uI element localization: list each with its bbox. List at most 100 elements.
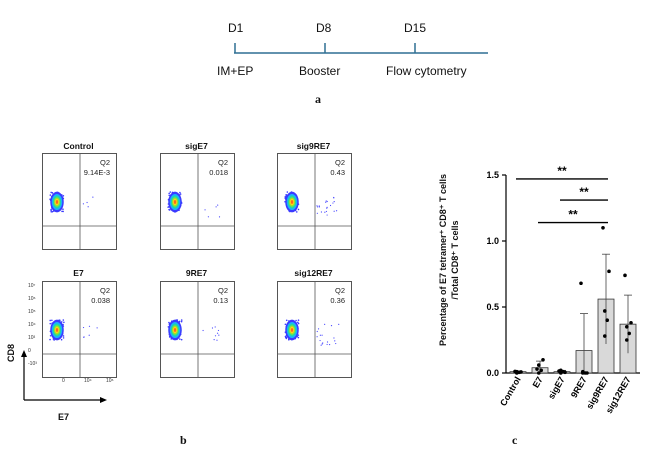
x-tick-label: 0 <box>62 378 65 384</box>
event-dot <box>62 194 65 197</box>
event-dot <box>92 196 94 198</box>
event-dot <box>49 319 51 322</box>
data-point <box>535 367 539 371</box>
event-dot <box>82 326 85 329</box>
flow-plot <box>277 153 352 250</box>
y-tick-label: 10⁷ <box>28 283 36 289</box>
x-tick-label: Control <box>498 375 523 408</box>
y-tick-label: 0.0 <box>486 368 499 378</box>
event-dot <box>285 319 288 322</box>
y-axis-title-line1: Percentage of E7 tetramer⁺ CD8⁺ T cells <box>438 173 448 347</box>
y-tick-label: 0 <box>28 348 31 354</box>
event-dot <box>333 210 335 212</box>
event-dot <box>326 200 328 203</box>
flow-plot-title: E7 <box>73 268 84 278</box>
panel-label-b: b <box>180 433 187 447</box>
event-dot <box>284 323 287 326</box>
event-dot <box>82 203 85 205</box>
event-dot <box>326 341 329 343</box>
data-point <box>579 281 583 286</box>
event-dot <box>207 216 210 218</box>
data-point <box>623 273 627 278</box>
quadrant-value: 0.018 <box>209 168 228 177</box>
event-dot <box>297 319 300 321</box>
day-d8: D8 <box>316 21 332 35</box>
event-dot <box>326 343 328 346</box>
event-dot <box>316 212 318 214</box>
event-dot <box>218 216 221 218</box>
significance-label: ** <box>579 185 589 199</box>
data-point <box>563 370 567 375</box>
event-dot <box>168 192 170 195</box>
event-dot <box>62 319 65 321</box>
density-contour <box>55 328 59 332</box>
event-dot <box>335 210 338 212</box>
data-point <box>519 370 523 374</box>
event-dot <box>169 191 172 193</box>
flow-plot-title: sig12RE7 <box>294 268 333 278</box>
y-axis-title: Percentage of E7 tetramer⁺ CD8⁺ T cells … <box>437 135 461 385</box>
data-point <box>541 358 545 362</box>
quadrant-name: Q2 <box>334 286 345 295</box>
event-dot <box>180 319 183 321</box>
quadrant-value: 9.14E-3 <box>83 168 110 177</box>
flow-plot-title: 9RE7 <box>185 268 208 278</box>
event-dot <box>333 201 335 203</box>
data-point <box>625 338 629 342</box>
flow-plot <box>277 281 352 378</box>
event-dot <box>333 197 335 199</box>
data-point <box>585 371 589 375</box>
flow-plot <box>42 281 117 378</box>
x-tick-label: E7 <box>531 375 545 390</box>
event-dot <box>321 334 323 336</box>
x-tick-label: 10⁶ <box>106 378 114 384</box>
event-dot <box>49 338 51 341</box>
event-dot <box>49 194 52 196</box>
event-dot <box>335 342 337 345</box>
data-point <box>513 369 517 374</box>
event-dot <box>332 202 334 204</box>
event-dot <box>50 191 52 194</box>
data-point <box>605 318 609 322</box>
data-point <box>557 369 561 373</box>
x-tick-label: 9RE7 <box>569 375 589 399</box>
data-point <box>607 269 611 274</box>
cd8-axis-label: CD8 <box>6 343 16 362</box>
data-point <box>537 363 541 367</box>
event-dot <box>330 325 333 327</box>
data-point <box>539 368 543 373</box>
axis-arrows <box>21 350 107 403</box>
event-dot <box>49 322 52 325</box>
event-dot <box>51 319 53 322</box>
event-dot <box>88 334 90 336</box>
event-dot <box>326 207 328 209</box>
timeline <box>234 43 488 54</box>
event-dot <box>213 338 215 341</box>
event-dot <box>322 342 324 344</box>
event-dot <box>297 321 299 324</box>
event-dot <box>338 323 340 325</box>
event-dot <box>320 344 322 346</box>
y-tick-label: -10³ <box>28 361 37 367</box>
event-dot <box>295 319 297 322</box>
event-dot <box>215 206 217 208</box>
event-dot <box>62 335 65 337</box>
y-tick-label: 10⁶ <box>28 296 36 302</box>
event-dot <box>51 191 54 194</box>
event-dot <box>63 321 65 324</box>
event-dot <box>178 338 181 340</box>
data-point <box>625 325 629 329</box>
flow-plot-title: sigE7 <box>185 141 208 151</box>
event-dot <box>214 335 217 337</box>
event-dot <box>334 340 336 342</box>
event-dot <box>168 194 170 197</box>
event-dot <box>328 343 331 346</box>
event-dot <box>50 211 53 213</box>
event-dot <box>50 209 52 212</box>
event-dot <box>217 329 220 332</box>
quadrant-name: Q2 <box>217 158 228 167</box>
event-dot <box>318 205 320 207</box>
event-dot <box>318 206 320 208</box>
event-dot <box>325 200 327 202</box>
event-dot <box>324 323 326 326</box>
